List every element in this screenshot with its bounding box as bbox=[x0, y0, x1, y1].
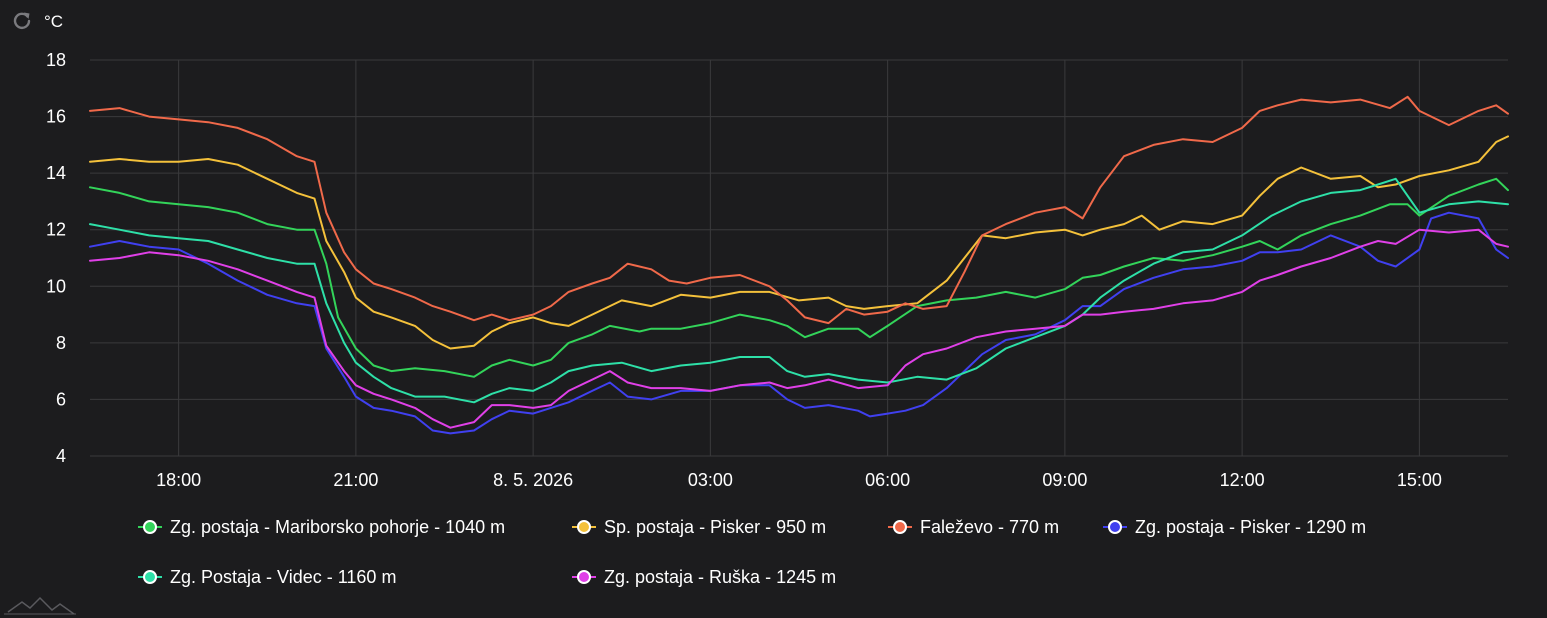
legend-item[interactable]: Faleževo - 770 m bbox=[888, 517, 1059, 537]
legend-marker bbox=[893, 520, 907, 534]
legend-item[interactable]: Zg. postaja - Mariborsko pohorje - 1040 … bbox=[138, 517, 505, 537]
legend-item[interactable]: Zg. Postaja - Videc - 1160 m bbox=[138, 567, 396, 587]
y-tick-label: 18 bbox=[46, 50, 66, 70]
legend-label: Zg. Postaja - Videc - 1160 m bbox=[170, 567, 396, 587]
y-tick-label: 8 bbox=[56, 333, 66, 353]
legend-label: Zg. postaja - Pisker - 1290 m bbox=[1135, 517, 1366, 537]
legend-label: Sp. postaja - Pisker - 950 m bbox=[604, 517, 826, 537]
y-tick-label: 10 bbox=[46, 276, 66, 296]
grid bbox=[90, 59, 1508, 457]
series-line-5[interactable] bbox=[89, 228, 1509, 429]
x-tick-label: 12:00 bbox=[1220, 470, 1265, 490]
x-tick-label: 15:00 bbox=[1397, 470, 1442, 490]
legend-label: Zg. postaja - Mariborsko pohorje - 1040 … bbox=[170, 517, 505, 537]
refresh-icon[interactable] bbox=[12, 10, 32, 30]
mountain-logo-icon bbox=[4, 596, 76, 615]
legend-marker bbox=[143, 570, 157, 584]
y-axis: 4 6 8 10 12 14 16 18 bbox=[46, 50, 66, 466]
y-tick-label: 12 bbox=[46, 220, 66, 240]
legend-item[interactable]: Zg. postaja - Pisker - 1290 m bbox=[1103, 517, 1366, 537]
legend-label: Faleževo - 770 m bbox=[920, 517, 1059, 537]
legend: Zg. postaja - Mariborsko pohorje - 1040 … bbox=[138, 517, 1366, 587]
series-line-2[interactable] bbox=[89, 95, 1509, 325]
x-axis: 18:00 21:00 8. 5. 2026 03:00 06:00 09:00 12:00… bbox=[156, 470, 1442, 490]
x-tick-label: 18:00 bbox=[156, 470, 201, 490]
x-tick-label: 06:00 bbox=[865, 470, 910, 490]
x-tick-label: 03:00 bbox=[688, 470, 733, 490]
legend-marker bbox=[1108, 520, 1122, 534]
x-tick-label: 8. 5. 2026 bbox=[493, 470, 573, 490]
y-unit-label: °C bbox=[44, 12, 63, 31]
y-tick-label: 16 bbox=[46, 107, 66, 127]
x-tick-label: 09:00 bbox=[1042, 470, 1087, 490]
series-line-4[interactable] bbox=[89, 177, 1509, 404]
legend-marker bbox=[143, 520, 157, 534]
legend-marker bbox=[577, 570, 591, 584]
legend-marker bbox=[577, 520, 591, 534]
y-tick-label: 4 bbox=[56, 446, 66, 466]
x-tick-label: 21:00 bbox=[333, 470, 378, 490]
legend-label: Zg. postaja - Ruška - 1245 m bbox=[604, 567, 836, 587]
y-tick-label: 6 bbox=[56, 389, 66, 409]
series-line-0[interactable] bbox=[89, 177, 1509, 378]
series-line-1[interactable] bbox=[89, 135, 1509, 350]
series-lines bbox=[89, 95, 1509, 435]
legend-item[interactable]: Zg. postaja - Ruška - 1245 m bbox=[572, 567, 836, 587]
series-line-3[interactable] bbox=[89, 211, 1509, 435]
legend-item[interactable]: Sp. postaja - Pisker - 950 m bbox=[572, 517, 826, 537]
y-tick-label: 14 bbox=[46, 163, 66, 183]
